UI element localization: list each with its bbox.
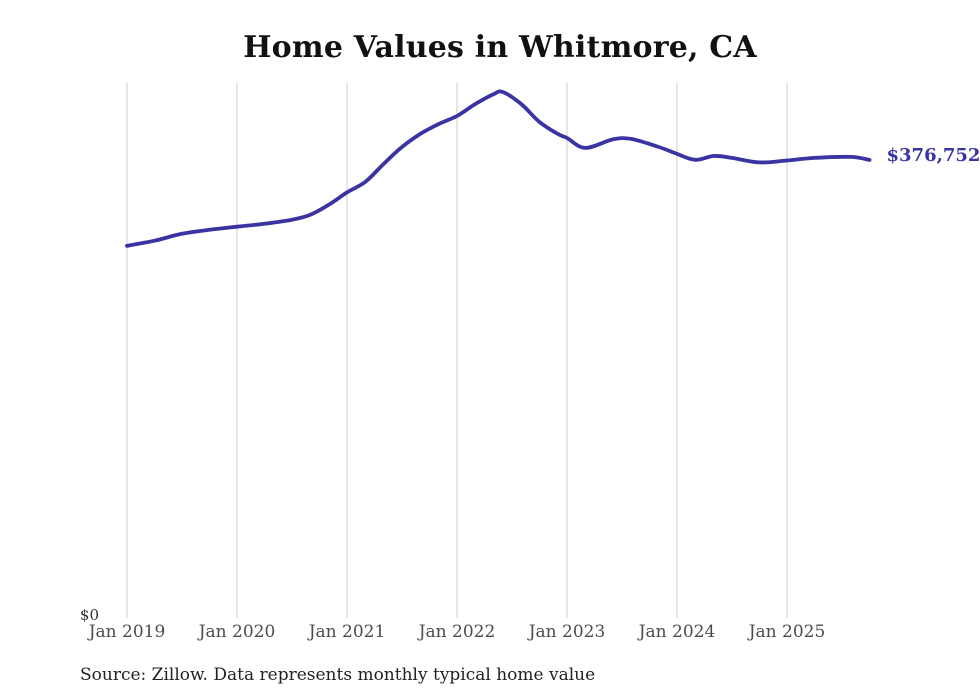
x-tick-label: Jan 2021 [308,622,386,642]
latest-value-label: $376,752 [886,144,980,166]
chart-title: Home Values in Whitmore, CA [243,30,757,65]
home-value-line-series [125,89,872,248]
x-tick-label: Jan 2023 [528,622,606,642]
x-tick-label: Jan 2019 [88,622,166,642]
x-tick-label: Jan 2024 [638,622,716,642]
x-tick-label: Jan 2022 [418,622,496,642]
x-tick-label: Jan 2020 [198,622,276,642]
source-note: Source: Zillow. Data represents monthly … [80,665,596,685]
y-axis-zero-label: $0 [79,606,99,624]
vertical-gridlines [126,83,788,618]
x-tick-label: Jan 2025 [748,622,826,642]
